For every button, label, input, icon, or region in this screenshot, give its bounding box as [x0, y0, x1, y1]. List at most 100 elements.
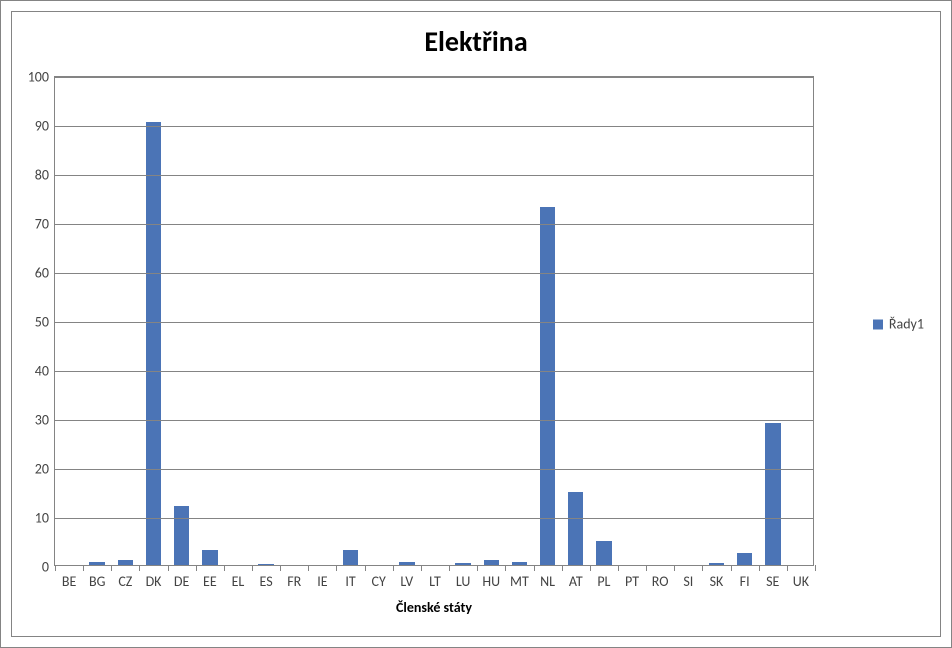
y-tick-label: 30 [35, 412, 49, 429]
x-tick-label: SK [710, 573, 724, 590]
gridline [55, 175, 813, 176]
gridline [55, 469, 813, 470]
gridline [55, 371, 813, 372]
bar [343, 550, 358, 565]
x-tick-label: FR [287, 573, 301, 590]
y-tick-label: 20 [35, 461, 49, 478]
x-tick-mark [365, 565, 366, 571]
bar [709, 563, 724, 565]
outer-frame: Elektřina Členské státy 0102030405060708… [0, 0, 952, 648]
x-tick-mark [562, 565, 563, 571]
x-tick-mark [759, 565, 760, 571]
y-tick-label: 90 [35, 118, 49, 135]
x-tick-label: CZ [118, 573, 132, 590]
gridline [55, 322, 813, 323]
x-tick-mark [280, 565, 281, 571]
gridline [55, 518, 813, 519]
bars-layer [55, 77, 813, 565]
x-tick-label: IE [317, 573, 327, 590]
gridline [55, 126, 813, 127]
gridline [55, 420, 813, 421]
x-tick-label: HU [482, 573, 500, 590]
chart-frame: Elektřina Členské státy 0102030405060708… [11, 11, 941, 637]
x-tick-mark [702, 565, 703, 571]
x-tick-mark [55, 565, 56, 571]
x-tick-label: EE [203, 573, 217, 590]
x-tick-mark [168, 565, 169, 571]
x-tick-mark [646, 565, 647, 571]
y-tick-label: 100 [28, 69, 49, 86]
x-tick-mark [534, 565, 535, 571]
x-tick-mark [421, 565, 422, 571]
legend-label: Řady1 [889, 316, 924, 333]
x-tick-label: LV [400, 573, 413, 590]
x-tick-mark [590, 565, 591, 571]
x-tick-mark [449, 565, 450, 571]
x-tick-label: UK [793, 573, 809, 590]
x-tick-label: LU [456, 573, 471, 590]
x-tick-mark [618, 565, 619, 571]
bar [512, 562, 527, 565]
bar [568, 492, 583, 566]
bar [399, 562, 414, 565]
x-tick-label: SI [683, 573, 693, 590]
y-tick-label: 70 [35, 216, 49, 233]
y-tick-label: 0 [42, 559, 49, 576]
x-tick-mark [477, 565, 478, 571]
x-tick-label: RO [652, 573, 669, 590]
x-tick-mark [787, 565, 788, 571]
chart-title: Elektřina [12, 24, 940, 59]
x-tick-mark [224, 565, 225, 571]
bar [765, 423, 780, 565]
bar [174, 506, 189, 565]
x-tick-mark [731, 565, 732, 571]
x-tick-label: SE [766, 573, 779, 590]
x-tick-mark [505, 565, 506, 571]
bar [146, 122, 161, 565]
bar [202, 550, 217, 565]
x-tick-label: EL [232, 573, 245, 590]
x-tick-label: CY [372, 573, 386, 590]
y-tick-label: 40 [35, 363, 49, 380]
y-tick-label: 10 [35, 510, 49, 527]
x-tick-mark [815, 565, 816, 571]
bar [118, 560, 133, 565]
x-tick-mark [393, 565, 394, 571]
gridline [55, 77, 813, 78]
x-tick-mark [336, 565, 337, 571]
x-tick-label: DK [146, 573, 162, 590]
x-tick-label: AT [569, 573, 583, 590]
bar [540, 207, 555, 565]
bar [258, 564, 273, 565]
x-tick-label: ES [260, 573, 273, 590]
x-tick-label: IT [345, 573, 355, 590]
y-tick-label: 60 [35, 265, 49, 282]
bar [596, 541, 611, 566]
x-tick-label: NL [540, 573, 555, 590]
x-tick-label: PT [625, 573, 639, 590]
gridline [55, 224, 813, 225]
x-tick-label: DE [174, 573, 189, 590]
y-tick-label: 80 [35, 167, 49, 184]
x-tick-mark [308, 565, 309, 571]
x-tick-mark [111, 565, 112, 571]
bar [737, 553, 752, 565]
x-tick-label: MT [510, 573, 529, 590]
x-tick-mark [83, 565, 84, 571]
x-tick-label: BG [89, 573, 105, 590]
plot-area: Členské státy 0102030405060708090100BEBG… [54, 76, 814, 566]
x-tick-mark [674, 565, 675, 571]
x-tick-label: PL [597, 573, 610, 590]
x-tick-mark [139, 565, 140, 571]
x-tick-mark [196, 565, 197, 571]
x-tick-label: BE [62, 573, 76, 590]
legend: Řady1 [873, 316, 924, 333]
x-tick-label: FI [740, 573, 750, 590]
y-tick-label: 50 [35, 314, 49, 331]
x-tick-label: LT [429, 573, 441, 590]
gridline [55, 273, 813, 274]
bar [455, 563, 470, 565]
bar [484, 560, 499, 565]
x-axis-title: Členské státy [55, 599, 813, 616]
legend-swatch [873, 319, 883, 329]
